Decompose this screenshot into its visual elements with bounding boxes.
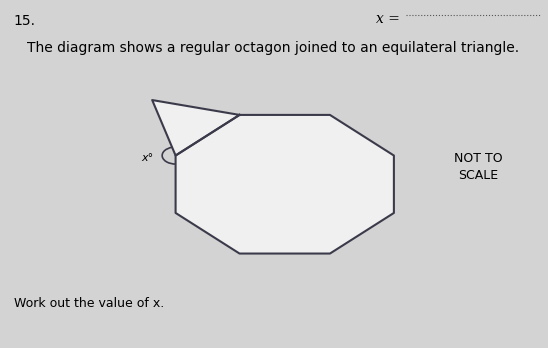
Text: The diagram shows a regular octagon joined to an equilateral triangle.: The diagram shows a regular octagon join… xyxy=(27,41,519,55)
Text: x =: x = xyxy=(376,12,400,26)
Polygon shape xyxy=(152,100,239,156)
Text: NOT TO
SCALE: NOT TO SCALE xyxy=(454,152,503,182)
Text: Work out the value of x.: Work out the value of x. xyxy=(14,298,164,310)
Text: x°: x° xyxy=(142,153,154,163)
Polygon shape xyxy=(175,115,394,254)
Text: 15.: 15. xyxy=(14,14,36,28)
